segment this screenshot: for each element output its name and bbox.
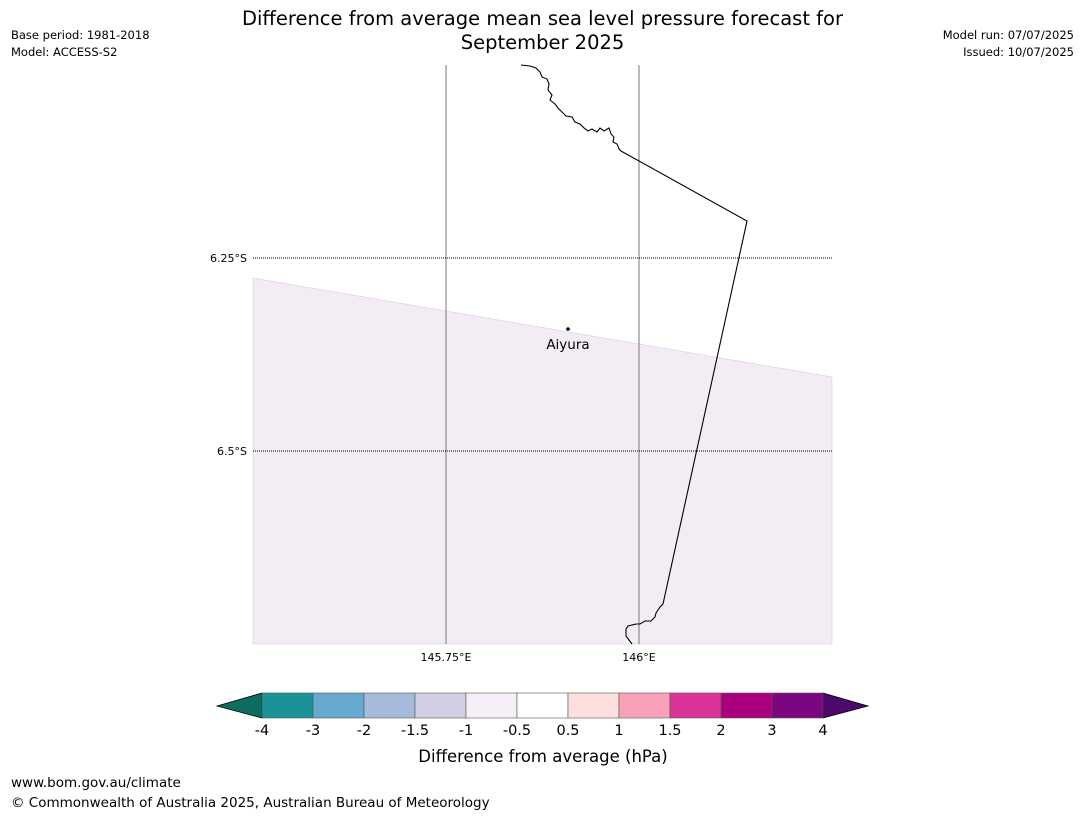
lat-label-6-25: 6.25°S <box>210 252 247 265</box>
colorbar-tick-label: -3 <box>306 723 320 739</box>
colorbar: -4 -3 -2 -1.5 -1 -0.5 0.5 1 1.5 2 3 4 Difference fr… <box>215 692 870 766</box>
model-run: Model run: 07/07/2025 <box>942 28 1074 42</box>
title-line-2: September 2025 <box>460 31 625 54</box>
colorbar-tick-label: -2 <box>357 723 371 739</box>
anomaly-fill-region <box>252 277 833 645</box>
colorbar-tick-label: 3 <box>767 723 776 739</box>
place-label: Aiyura <box>546 337 589 353</box>
colorbar-tick-label: 1.5 <box>658 723 681 739</box>
meta-right: Model run: 07/07/2025 Issued: 10/07/2025 <box>943 27 1074 61</box>
lat-label-6-5: 6.5°S <box>217 445 247 458</box>
colorbar-segment <box>669 692 722 719</box>
colorbar-under-arrow <box>215 692 263 719</box>
place-marker-dot <box>566 327 570 331</box>
colorbar-tick-label: 0.5 <box>556 723 579 739</box>
colorbar-tick-label: -1.5 <box>401 723 429 739</box>
chart-title: Difference from average mean sea level p… <box>0 7 1085 55</box>
lon-label-145-75: 145.75°E <box>421 651 472 664</box>
base-period: Base period: 1981-2018 <box>11 28 150 42</box>
colorbar-label: Difference from average (hPa) <box>418 747 667 766</box>
colorbar-tick-label: -4 <box>255 723 269 739</box>
coastline <box>520 64 748 645</box>
colorbar-segment <box>771 692 824 719</box>
colorbar-segment <box>465 692 518 719</box>
colorbar-tick-label: 4 <box>818 723 827 739</box>
footer-url: www.bom.gov.au/climate <box>11 775 181 791</box>
colorbar-segment <box>312 692 365 719</box>
meta-left: Base period: 1981-2018 Model: ACCESS-S2 <box>11 27 150 61</box>
colorbar-tick-label: 1 <box>614 723 623 739</box>
colorbar-segment <box>414 692 467 719</box>
colorbar-tick-label: -1 <box>459 723 473 739</box>
colorbar-segment <box>720 692 773 719</box>
colorbar-tick-label: 2 <box>716 723 725 739</box>
colorbar-over-arrow <box>822 692 870 719</box>
colorbar-segment <box>363 692 416 719</box>
colorbar-segment <box>516 692 569 719</box>
lon-label-146: 146°E <box>622 651 655 664</box>
colorbar-segment <box>261 692 314 719</box>
title-line-1: Difference from average mean sea level p… <box>242 7 843 30</box>
colorbar-segment <box>618 692 671 719</box>
issued-date: Issued: 10/07/2025 <box>963 45 1074 59</box>
colorbar-segment <box>567 692 620 719</box>
model-name: Model: ACCESS-S2 <box>11 45 118 59</box>
footer-copyright: © Commonwealth of Australia 2025, Austra… <box>11 795 490 811</box>
colorbar-tick-label: -0.5 <box>503 723 531 739</box>
map-panel: Aiyura 6.25°S 6.5°S 145.75°E 146°E <box>210 64 833 664</box>
